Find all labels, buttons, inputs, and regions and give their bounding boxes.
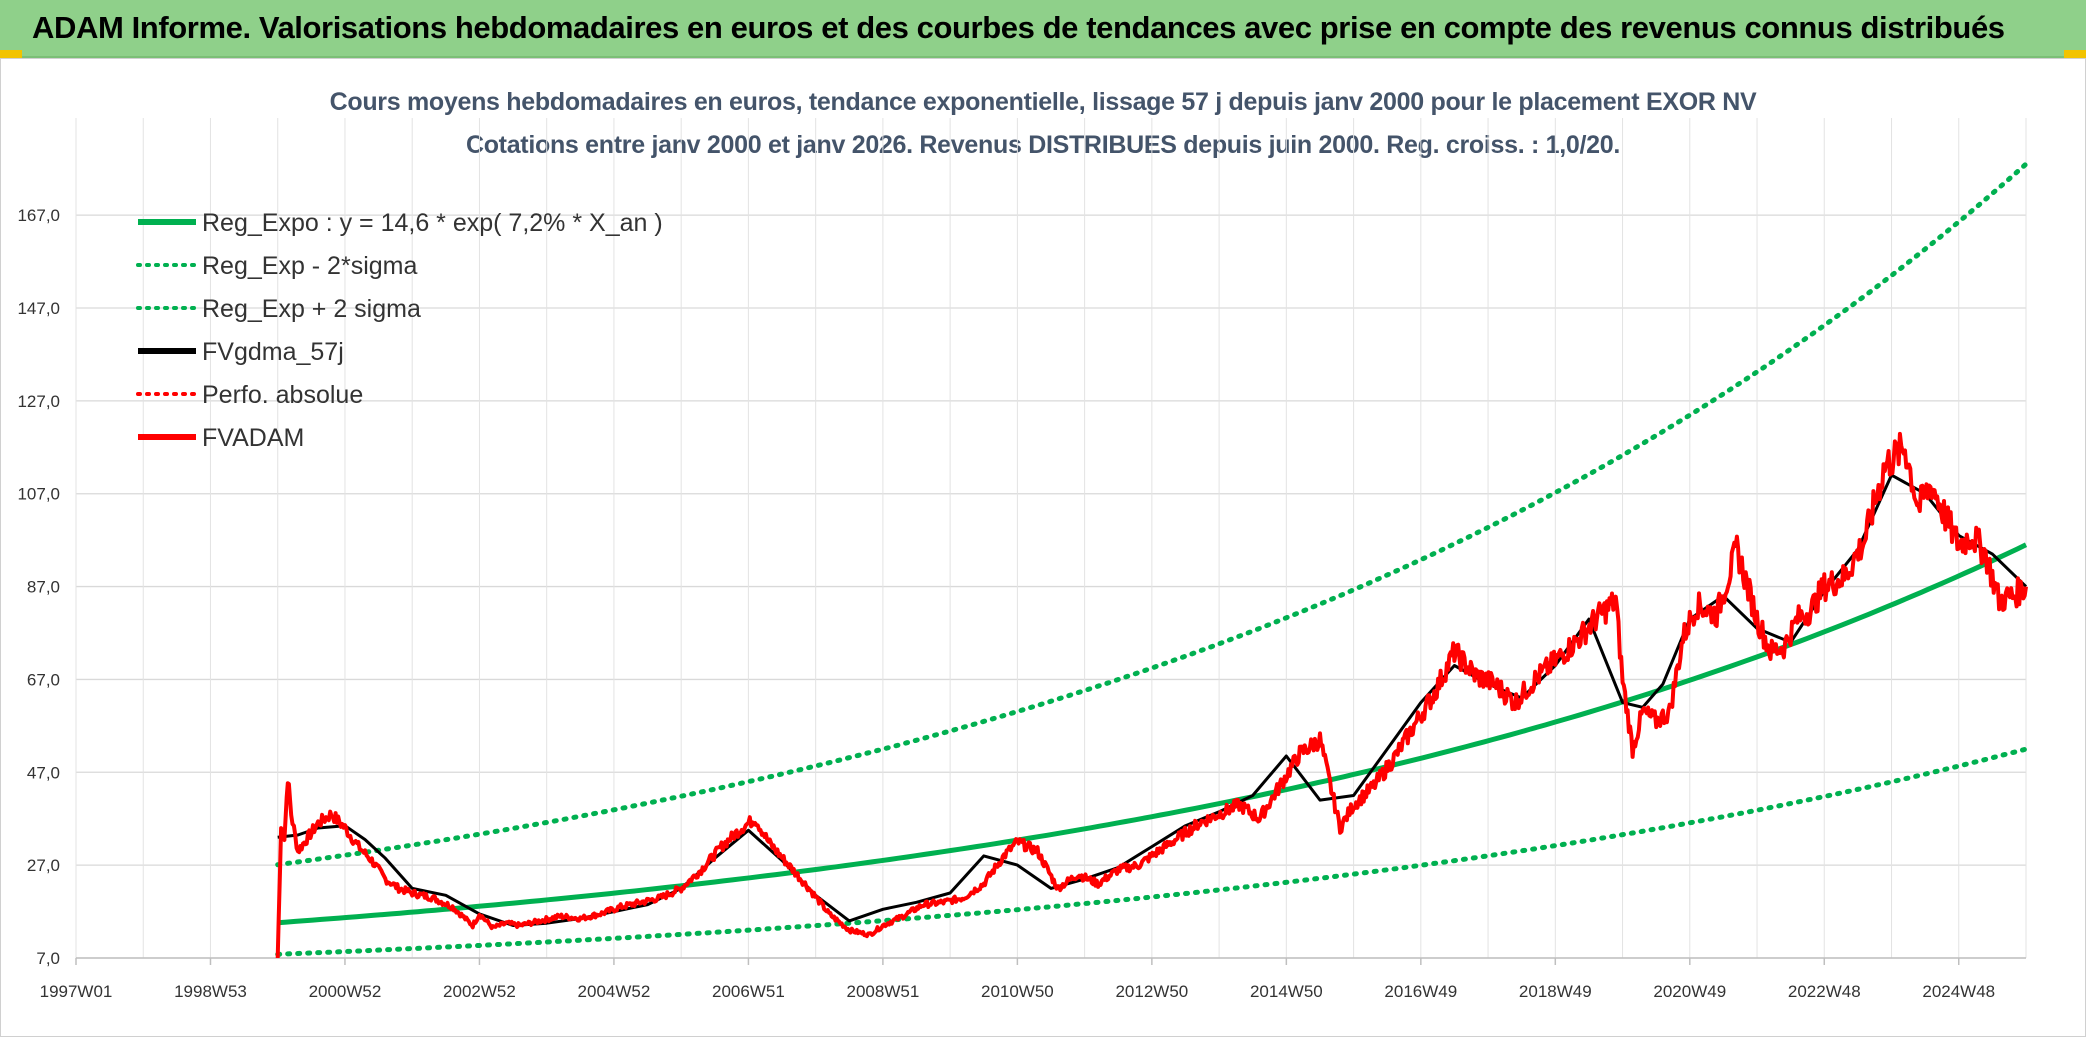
y-tick-label: 47,0 [27,763,60,782]
legend-label: FVgdma_57j [202,338,344,366]
banner-corner-right [2064,50,2086,58]
legend-label: Reg_Expo : y = 14,6 * exp( 7,2% * X_an ) [202,209,663,237]
series-line-5 [275,431,2028,959]
series-line-0 [277,542,2028,926]
x-tick-label: 1997W01 [40,982,113,1001]
chart-title-line1: Cours moyens hebdomadaires en euros, ten… [329,88,1757,116]
x-tick-label: 2020W49 [1653,982,1726,1001]
y-tick-label: 67,0 [27,670,60,689]
x-tick-label: 2014W50 [1250,982,1323,1001]
legend-label: Perfo. absolue [202,381,363,409]
series-line-1 [275,746,2029,957]
y-tick-label: 87,0 [27,578,60,597]
x-tick-label: 2024W48 [1922,982,1995,1001]
y-tick-label: 127,0 [17,392,60,411]
x-tick-label: 2004W52 [578,982,651,1001]
series-line-2 [275,161,2029,868]
x-tick-label: 1998W53 [174,982,247,1001]
y-tick-label: 167,0 [17,206,60,225]
x-tick-label: 2008W51 [847,982,920,1001]
legend-label: Reg_Exp + 2 sigma [202,295,421,323]
x-tick-label: 2012W50 [1115,982,1188,1001]
y-tick-label: 147,0 [17,299,60,318]
y-tick-label: 7,0 [36,949,60,968]
chart-title-line2: Cotations entre janv 2000 et janv 2026. … [465,131,1621,159]
banner-corner-left [0,50,22,58]
report-banner: ADAM Informe. Valorisations hebdomadaire… [0,0,2086,58]
x-tick-label: 2022W48 [1788,982,1861,1001]
x-tick-label: 2018W49 [1519,982,1592,1001]
report-title: ADAM Informe. Valorisations hebdomadaire… [32,10,2005,45]
x-tick-label: 2006W51 [712,982,785,1001]
x-tick-label: 2002W52 [443,982,516,1001]
legend-label: FVADAM [202,424,304,452]
x-tick-label: 2010W50 [981,982,1054,1001]
y-tick-label: 107,0 [17,485,60,504]
y-tick-label: 27,0 [27,856,60,875]
x-tick-label: 2016W49 [1384,982,1457,1001]
legend-label: Reg_Exp - 2*sigma [202,252,417,280]
x-tick-label: 2000W52 [309,982,382,1001]
